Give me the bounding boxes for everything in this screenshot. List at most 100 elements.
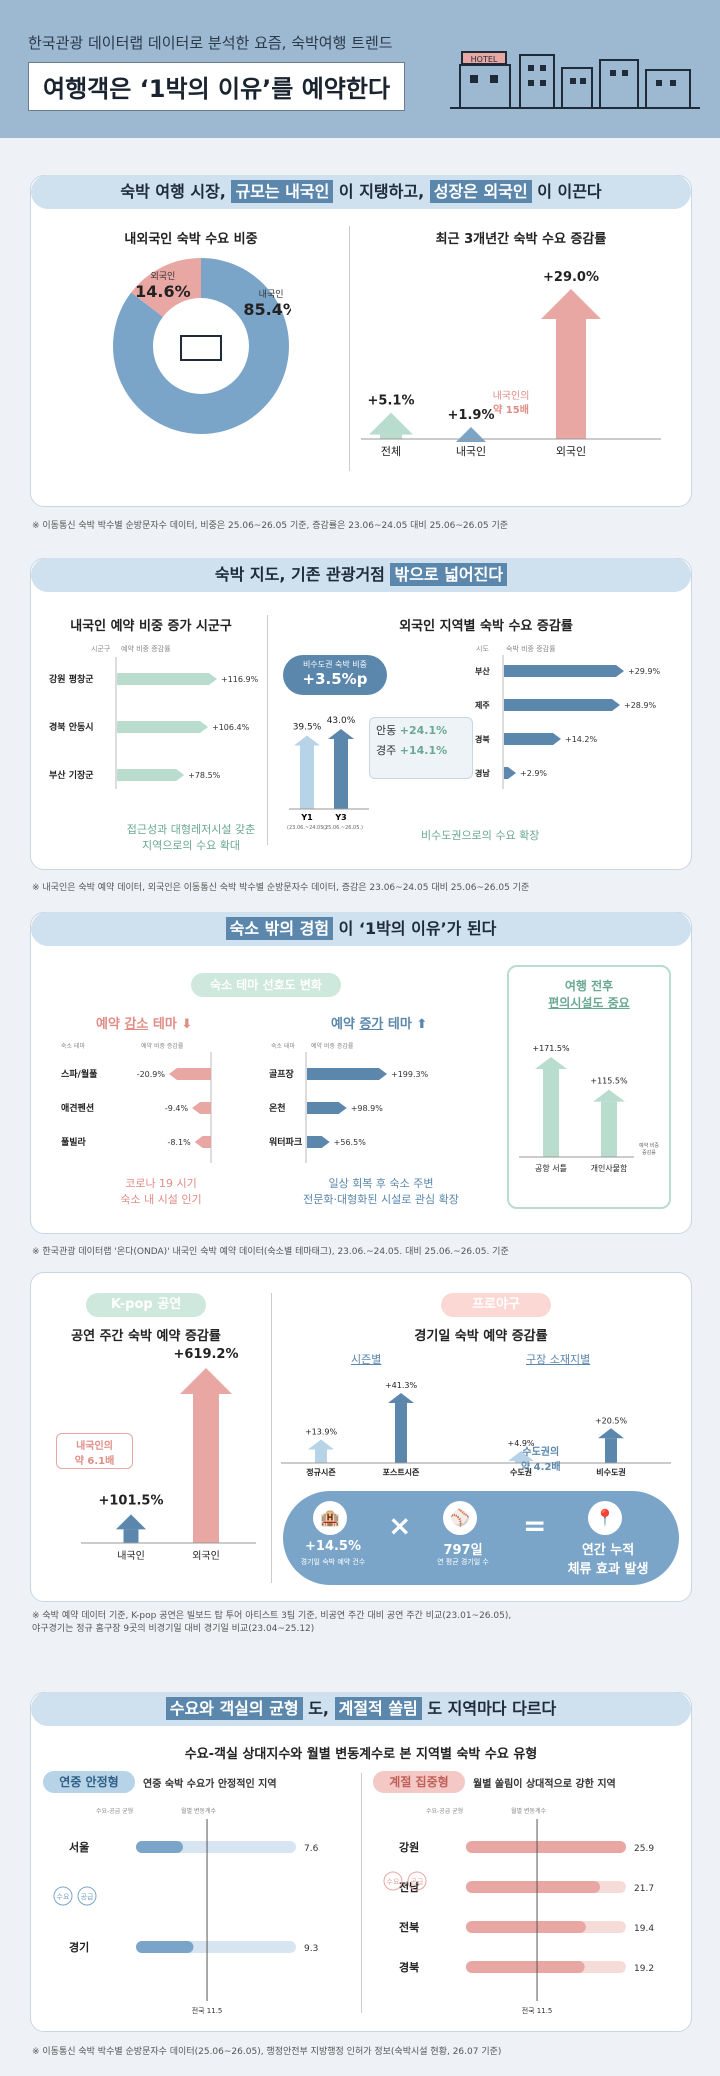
- col-header-region: 시군구: [91, 645, 111, 653]
- legend-supply-icon: [407, 1871, 427, 1891]
- balance-region-0: 서울: [69, 1840, 89, 1854]
- province-name-2: 경북: [475, 734, 490, 744]
- growth-note-2: 약 15배: [493, 403, 529, 416]
- baseball-bar-3: [605, 1438, 617, 1463]
- conv-arrow-0: [535, 1057, 567, 1069]
- nonmetro-share-badge: 비수도권 숙박 비중 +3.5%p: [283, 655, 387, 695]
- region-bar-2: [117, 769, 185, 781]
- days-label: 연 평균 경기일 수: [437, 1558, 489, 1566]
- baseball-arrow-2: [508, 1451, 534, 1461]
- share-bar-0: [300, 745, 314, 809]
- kpop-multiplier-note: 내국인의 약 6.1배: [56, 1433, 133, 1469]
- legend-supply: 공급: [81, 1893, 94, 1901]
- inc-theme-bar-1: [307, 1102, 347, 1114]
- baseball-arrow-0: [308, 1439, 334, 1450]
- pie-label-0: 외국인: [150, 270, 175, 282]
- baseball-arrow-1: [388, 1393, 414, 1403]
- province-name-3: 경남: [475, 768, 490, 778]
- baseball-category-0: 정규시즌: [306, 1467, 336, 1477]
- nonmetro-share-chart: 39.5% 43.0% Y1 Y3 (23.06.~24.05.)(25.06.~26.…: [287, 716, 369, 831]
- dec-theme-name-1: 애견펜션: [61, 1102, 94, 1114]
- balance-bar-3: [466, 1961, 585, 1973]
- region-multiplier-note: 수도권의 약 4.2배: [521, 1447, 561, 1473]
- province-value-1: +28.9%: [624, 701, 657, 710]
- inc-theme-name-0: 골프장: [269, 1068, 295, 1080]
- equals-icon: =: [523, 1509, 547, 1542]
- share-arrow-0: [294, 735, 320, 746]
- growth-bar-2: [556, 319, 586, 439]
- conv-category-0: 공항 서틀: [535, 1164, 567, 1173]
- conv-bar-0: [543, 1069, 559, 1157]
- source-note-1: ※ 이동통신 숙박 박수별 순방문자수 데이터, 비중은 25.06~26.05…: [32, 521, 509, 531]
- balance-region-3: 경북: [399, 1960, 419, 1974]
- hotel-skyline-icon: HOTEL: [450, 51, 700, 109]
- region-name-2: 부산 기장군: [49, 769, 94, 781]
- map-pin-icon: 📍: [588, 1501, 622, 1535]
- dec-theme-value-1: -9.4%: [165, 1104, 189, 1113]
- share-bar-1: [334, 739, 348, 809]
- days-value: 797일: [443, 1543, 483, 1558]
- kpop-arrow-0: [116, 1514, 146, 1530]
- baseball-bar-2: [515, 1461, 527, 1463]
- convenience-title: 여행 전후 편의시설도 중요: [548, 979, 630, 1010]
- decrease-theme-title: 예약 감소 테마 ⬇: [96, 1017, 193, 1032]
- section-balance: 수요와 객실의 균형 도, 계절적 쏠림 도 지역마다 다르다 수요-객실 상대…: [30, 1692, 692, 2032]
- pie-slice-0: [131, 258, 201, 317]
- conv-legend-1: 예약 비중: [639, 1142, 659, 1149]
- pie-slice-1: [113, 258, 289, 434]
- city-growth-box: 안동 +24.1% 경주 +14.1%: [369, 717, 473, 779]
- balance-value-3: 19.2: [634, 1964, 654, 1974]
- kpop-chart: +101.5% 내국인 +619.2% 외국인: [81, 1347, 256, 1562]
- conv-category-1: 개인사물함: [591, 1163, 628, 1173]
- baseball-bat-icon: ⚾: [443, 1501, 477, 1535]
- inc-theme-name-2: 워터파크: [269, 1136, 302, 1148]
- inc-theme-name-1: 온천: [269, 1103, 286, 1114]
- kpop-bar-0: [123, 1529, 139, 1543]
- province-value-3: +2.9%: [520, 769, 547, 778]
- pie-value-0: 14.6%: [135, 282, 191, 301]
- inc-theme-value-1: +98.9%: [351, 1104, 384, 1113]
- legend-demand-icon: [383, 1871, 403, 1891]
- baseball-category-2: 수도권: [510, 1467, 532, 1477]
- inc-theme-bar-2: [307, 1136, 330, 1148]
- section-3-title: 숙소 밖의 경험 이 ‘1박의 이유’가 된다: [31, 912, 691, 946]
- province-name-0: 부산: [475, 666, 490, 676]
- region-value-0: +116.9%: [221, 675, 259, 684]
- growth-arrow-0: [369, 412, 413, 435]
- baseball-category-1: 포스트시즌: [383, 1468, 420, 1477]
- baseball-title: 경기일 숙박 예약 증감률: [414, 1329, 548, 1344]
- section-experience: 숙소 밖의 경험 이 ‘1박의 이유’가 된다 숙소 테마 선호도 변화 예약 …: [30, 912, 692, 1234]
- province-value-0: +29.9%: [628, 667, 661, 676]
- section-events: K-pop 공연 공연 주간 숙박 예약 증감률 +101.5% 내국인 +619.…: [30, 1272, 692, 1602]
- growth-note-1: 내국인의: [493, 390, 530, 402]
- balance-bar-1: [136, 1941, 194, 1953]
- growth-value-0: +5.1%: [368, 394, 415, 409]
- convenience-box: 여행 전후 편의시설도 중요 +171.5% 공항 서틀 +115.5% 개인사물함 예약…: [507, 965, 671, 1209]
- bookings-label: 경기일 숙박 예약 건수: [300, 1558, 366, 1566]
- balance-value-1: 21.7: [634, 1884, 654, 1894]
- stay-effect-banner: 🏨 +14.5% 경기일 숙박 예약 건수 × ⚾ 797일 연 평균 경기일 …: [283, 1491, 679, 1585]
- region-bar-1: [117, 721, 209, 733]
- national-avg-label: 전국 11.5: [192, 2006, 223, 2015]
- region-name-0: 강원 평창군: [49, 673, 94, 685]
- kpop-title: 공연 주간 숙박 예약 증감률: [71, 1329, 221, 1344]
- province-bar-2: [504, 733, 561, 745]
- kpop-arrow-1: [180, 1368, 232, 1394]
- baseball-arrow-3: [598, 1428, 624, 1439]
- increase-theme-note: 일상 회복 후 숙소 주변 전문화·대형화된 시설로 관심 확장: [303, 1177, 459, 1206]
- legend-demand: 수요: [57, 1893, 70, 1901]
- growth-category-0: 전체: [381, 445, 401, 458]
- conv-bar-1: [601, 1101, 617, 1157]
- dec-theme-value-0: -20.9%: [137, 1070, 166, 1079]
- region-value-1: +106.4%: [212, 723, 250, 732]
- reception-icon: [180, 335, 222, 361]
- divider: [361, 1773, 362, 2013]
- col-header-province: 시도: [476, 645, 489, 653]
- growth-title: 최근 3개년간 숙박 수요 증감률: [435, 232, 607, 247]
- region-name-1: 경북 안동시: [49, 721, 94, 733]
